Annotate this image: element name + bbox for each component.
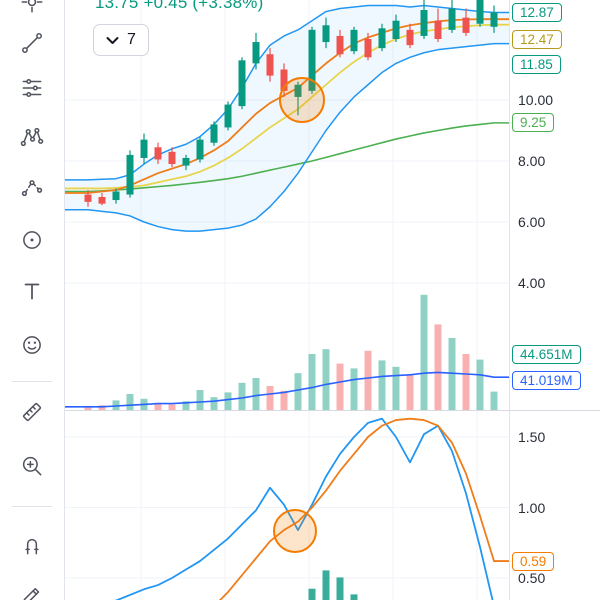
price-badge: 9.25	[512, 113, 555, 132]
highlight-circle[interactable]	[273, 509, 317, 553]
axis-tick-label: 10.00	[518, 92, 554, 108]
ellipse-tool-icon[interactable]	[18, 226, 46, 254]
magnet-icon[interactable]	[18, 531, 46, 559]
chart-region: 13.75 +0.45 (+3.38%) 7 10.00 8.00 6.00 4.00…	[65, 0, 600, 600]
emoji-tool-icon[interactable]	[18, 331, 46, 359]
measure-ruler-icon[interactable]	[18, 398, 46, 426]
zoom-in-icon[interactable]	[18, 452, 46, 480]
axis-tick-label: 1.00	[518, 499, 546, 516]
multipoint-forecast-icon[interactable]	[18, 173, 46, 201]
price-badge: 44.651M	[512, 345, 581, 364]
drawing-toolbar	[0, 0, 65, 600]
highlight-circle[interactable]	[279, 77, 325, 123]
interval-label: 7	[127, 31, 136, 48]
chart-canvas[interactable]	[65, 0, 509, 600]
price-axis[interactable]: 10.00 8.00 6.00 4.00 1.50 1.00 0.50 12.87 12.47 1…	[509, 0, 600, 600]
price-badge: 12.47	[512, 30, 562, 49]
interval-dropdown[interactable]: 7	[93, 24, 149, 56]
text-tool-icon[interactable]	[18, 277, 46, 305]
panel-divider[interactable]	[65, 410, 600, 411]
axis-tick-label: 0.50	[518, 570, 546, 586]
axis-tick-label: 6.00	[518, 214, 546, 230]
toolbar-divider	[12, 381, 52, 382]
xabcd-pattern-icon[interactable]	[18, 123, 46, 151]
price-badge: 0.59	[512, 552, 555, 571]
price-badge: 11.85	[512, 55, 561, 74]
axis-tick-label: 1.50	[518, 429, 546, 445]
pencil-icon[interactable]	[18, 578, 46, 600]
toolbar-divider	[12, 506, 52, 507]
cursor-icon[interactable]	[18, 0, 46, 16]
price-badge: 12.87	[512, 3, 562, 22]
chevron-down-icon	[106, 36, 119, 44]
price-legend: 13.75 +0.45 (+3.38%)	[95, 0, 264, 12]
axis-tick-label: 4.00	[518, 275, 546, 291]
parallel-lines-icon[interactable]	[18, 74, 46, 102]
price-badge: 41.019M	[512, 371, 581, 390]
axis-tick-label: 8.00	[518, 153, 546, 169]
trend-line-icon[interactable]	[18, 29, 46, 57]
